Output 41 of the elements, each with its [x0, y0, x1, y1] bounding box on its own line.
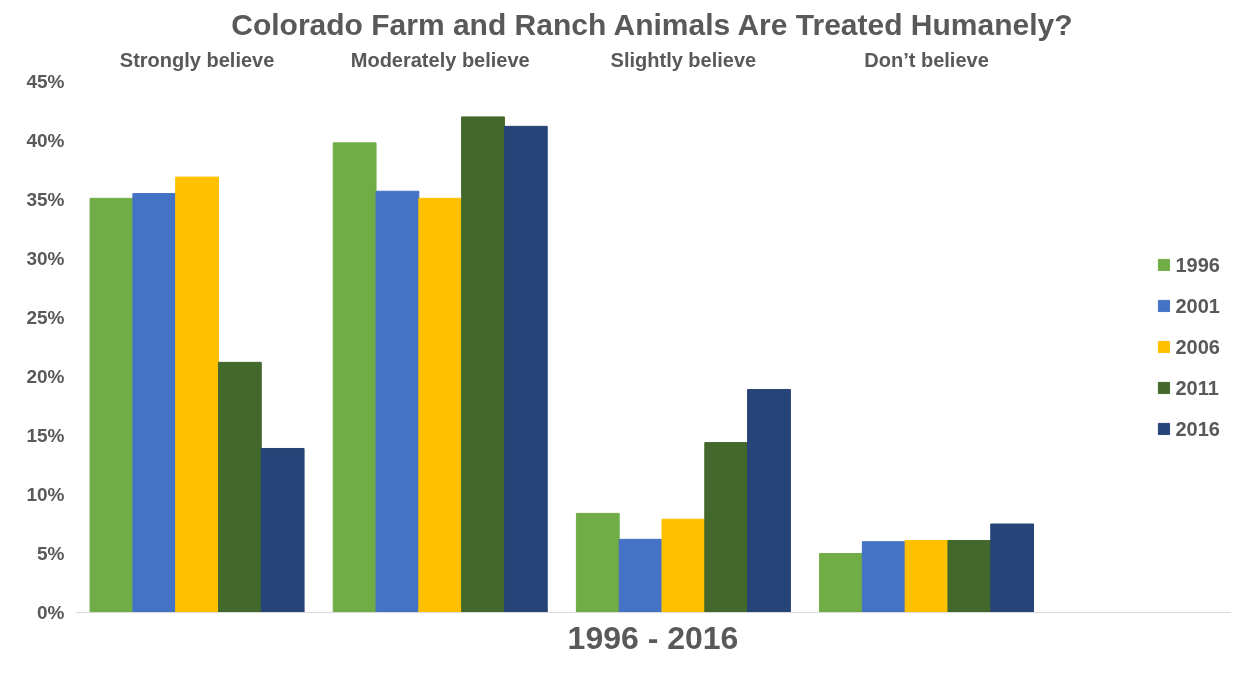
bar — [132, 193, 177, 613]
bar — [217, 361, 262, 613]
legend-label: 2016 — [1175, 417, 1220, 440]
y-tick-label: 20% — [26, 366, 65, 387]
y-tick-label: 15% — [26, 425, 65, 446]
chart-title: Colorado Farm and Ranch Animals Are Treated Humanely? — [231, 7, 1073, 41]
bar — [89, 197, 134, 613]
y-tick-label: 45% — [26, 71, 65, 92]
x-tick-label: Slightly believe — [610, 48, 757, 71]
legend-label: 1996 — [1175, 253, 1220, 276]
x-axis-title: 1996 - 2016 — [567, 619, 739, 656]
y-tick-label: 5% — [37, 543, 65, 564]
legend-label: 2006 — [1175, 335, 1220, 358]
bar — [861, 541, 906, 613]
x-tick-label: Strongly believe — [119, 48, 275, 71]
bar — [375, 190, 420, 613]
bar — [332, 142, 377, 613]
bar — [618, 538, 663, 613]
y-tick-label: 0% — [37, 602, 65, 623]
bar — [904, 540, 949, 613]
legend-label: 2001 — [1175, 294, 1220, 317]
legend-label: 2011 — [1175, 376, 1219, 399]
bar — [260, 447, 305, 613]
y-tick-label: 40% — [26, 130, 65, 151]
y-tick-label: 30% — [26, 248, 65, 269]
bar — [704, 442, 749, 613]
bar — [990, 523, 1035, 613]
bar — [503, 125, 548, 613]
y-tick-label: 35% — [26, 189, 65, 210]
y-tick-label: 25% — [26, 307, 65, 328]
y-tick-label: 10% — [26, 484, 65, 505]
bar — [418, 197, 463, 613]
x-tick-label: Moderately believe — [350, 48, 530, 71]
bar — [461, 116, 505, 613]
bar — [819, 553, 863, 613]
bar — [575, 512, 620, 613]
bar — [661, 518, 706, 613]
bar — [175, 176, 219, 613]
bar — [747, 388, 791, 613]
bar — [947, 540, 992, 613]
x-tick-label: Don’t believe — [864, 48, 989, 71]
